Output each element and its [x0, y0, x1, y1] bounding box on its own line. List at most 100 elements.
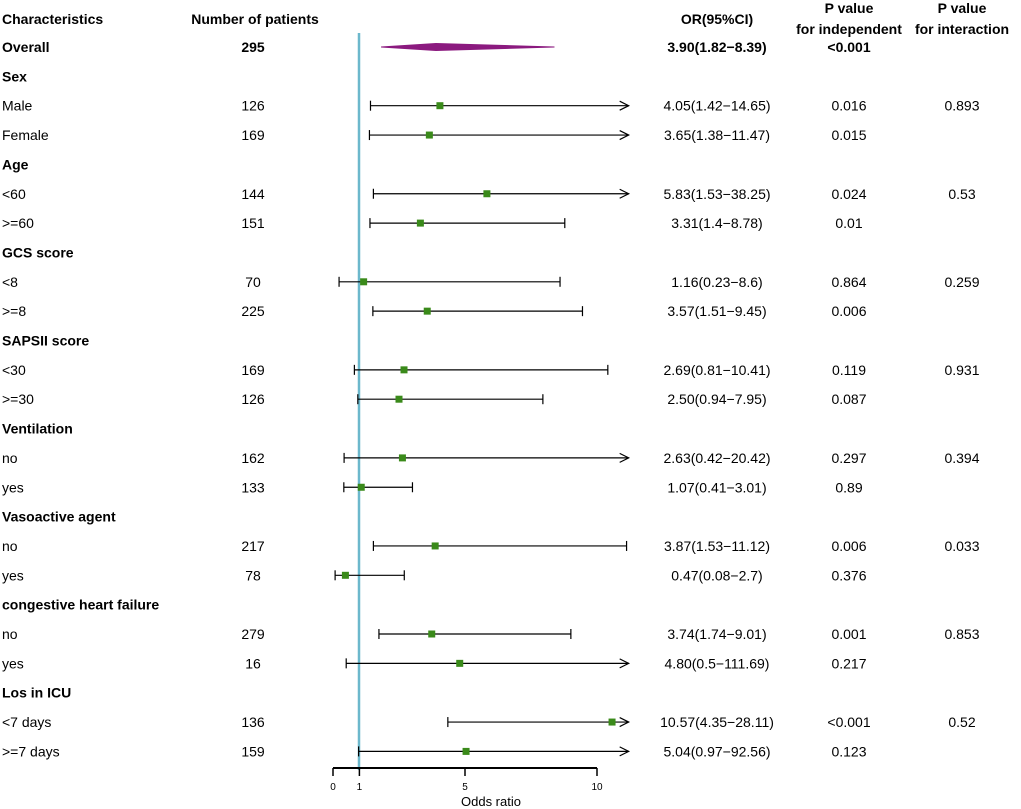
or-ci-text: 10.57(4.35−28.11) — [660, 714, 774, 730]
patient-count: 70 — [245, 274, 261, 290]
x-axis-label: Odds ratio — [461, 794, 521, 809]
ci-arrow — [619, 188, 631, 199]
point-estimate — [436, 102, 444, 110]
p-value-independent: 0.376 — [831, 567, 866, 583]
x-axis: 0 1 5 10 — [330, 767, 603, 793]
row-label: yes — [2, 567, 24, 583]
p-value-independent: 0.016 — [831, 98, 866, 114]
point-estimate — [456, 659, 464, 667]
patient-count: 217 — [241, 538, 265, 554]
row-label: Female — [2, 127, 49, 143]
column-headers: Characteristics Number of patients OR(95… — [2, 0, 1009, 37]
p-value-independent: 0.217 — [831, 655, 866, 671]
point-estimate — [423, 307, 431, 315]
p-value-independent: 0.087 — [831, 391, 866, 407]
patient-count: 133 — [241, 479, 265, 495]
or-ci-text: 3.65(1.38−11.47) — [664, 127, 770, 143]
p-value-interaction: 0.931 — [944, 362, 979, 378]
group-label: Age — [2, 156, 29, 172]
row-label: <30 — [2, 362, 26, 378]
group-label: Vasoactive agent — [2, 509, 116, 525]
p-value-interaction: 0.893 — [944, 98, 979, 114]
or-ci-text: 3.31(1.4−8.78) — [671, 215, 762, 231]
group-label: GCS score — [2, 244, 74, 260]
row-label: <8 — [2, 274, 18, 290]
header-characteristics: Characteristics — [2, 11, 103, 27]
row-label: yes — [2, 479, 24, 495]
patient-count: 279 — [241, 626, 265, 642]
or-ci-text: 1.16(0.23−8.6) — [671, 274, 762, 290]
p-value-interaction: 0.033 — [944, 538, 979, 554]
row-label: >=60 — [2, 215, 34, 231]
point-estimate — [416, 219, 424, 227]
p-value-independent: <0.001 — [827, 714, 870, 730]
ci-arrow — [619, 452, 631, 463]
point-estimate — [428, 630, 436, 638]
or-ci-text: 5.04(0.97−92.56) — [663, 743, 770, 759]
ci-arrow — [619, 746, 631, 757]
ci-arrow — [619, 130, 631, 141]
p-value-interaction: 0.394 — [944, 450, 979, 466]
p-value-independent: <0.001 — [827, 39, 870, 55]
or-ci-text: 2.69(0.81−10.41) — [663, 362, 770, 378]
point-estimate — [360, 278, 368, 286]
p-value-independent: 0.015 — [831, 127, 866, 143]
point-estimate — [483, 190, 491, 198]
or-ci-text: 4.05(1.42−14.65) — [663, 98, 770, 114]
ci-arrow — [619, 717, 631, 728]
group-label: SAPSII score — [2, 333, 89, 349]
patient-count: 144 — [241, 186, 265, 202]
p-value-independent: 0.119 — [832, 362, 866, 378]
row-label: yes — [2, 655, 24, 671]
point-estimate — [400, 366, 408, 374]
or-ci-text: 4.80(0.5−111.69) — [665, 655, 770, 671]
patient-count: 162 — [241, 450, 265, 466]
or-ci-text: 3.57(1.51−9.45) — [667, 303, 766, 319]
p-value-independent: 0.024 — [831, 186, 866, 202]
patient-count: 169 — [241, 362, 265, 378]
point-estimate — [395, 395, 403, 403]
forest-rows: Overall 295 3.90(1.82−8.39) <0.001 Sex Male 12… — [2, 39, 980, 759]
row-label: no — [2, 450, 18, 466]
patient-count: 136 — [241, 714, 265, 730]
point-estimate — [357, 483, 365, 491]
or-ci-text: 1.07(0.41−3.01) — [667, 479, 766, 495]
patient-count: 151 — [241, 215, 265, 231]
header-p-indep-line2: for independent — [796, 21, 902, 37]
or-ci-text: 3.87(1.53−11.12) — [664, 538, 770, 554]
p-value-independent: 0.001 — [831, 626, 866, 642]
point-estimate — [431, 542, 439, 550]
point-estimate — [398, 454, 406, 462]
row-label: Male — [2, 98, 33, 114]
row-label: <60 — [2, 186, 26, 202]
overall-diamond — [381, 42, 555, 52]
p-value-interaction: 0.52 — [948, 714, 975, 730]
p-value-independent: 0.006 — [831, 303, 866, 319]
row-label: >=8 — [2, 303, 26, 319]
overall-label: Overall — [2, 39, 49, 55]
patient-count: 225 — [241, 303, 265, 319]
patient-count: 78 — [245, 567, 261, 583]
p-value-interaction: 0.853 — [944, 626, 979, 642]
group-label: Ventilation — [2, 421, 73, 437]
patient-count: 169 — [241, 127, 265, 143]
p-value-independent: 0.123 — [831, 743, 866, 759]
group-label: Sex — [2, 68, 27, 84]
p-value-independent: 0.006 — [831, 538, 866, 554]
point-estimate — [425, 131, 433, 139]
patient-count: 159 — [241, 743, 265, 759]
p-value-interaction: 0.53 — [948, 186, 975, 202]
header-patients: Number of patients — [191, 11, 319, 27]
p-value-independent: 0.297 — [831, 450, 866, 466]
axis-tick-label: 10 — [591, 782, 603, 793]
header-p-inter-line2: for interaction — [915, 21, 1009, 37]
row-label: >=7 days — [2, 743, 60, 759]
axis-tick-label: 1 — [357, 782, 363, 793]
p-value-independent: 0.864 — [831, 274, 866, 290]
point-estimate — [341, 571, 349, 579]
p-value-independent: 0.01 — [835, 215, 862, 231]
group-label: congestive heart failure — [2, 597, 159, 613]
axis-tick-label: 0 — [330, 782, 336, 793]
or-ci-text: 2.63(0.42−20.42) — [663, 450, 770, 466]
